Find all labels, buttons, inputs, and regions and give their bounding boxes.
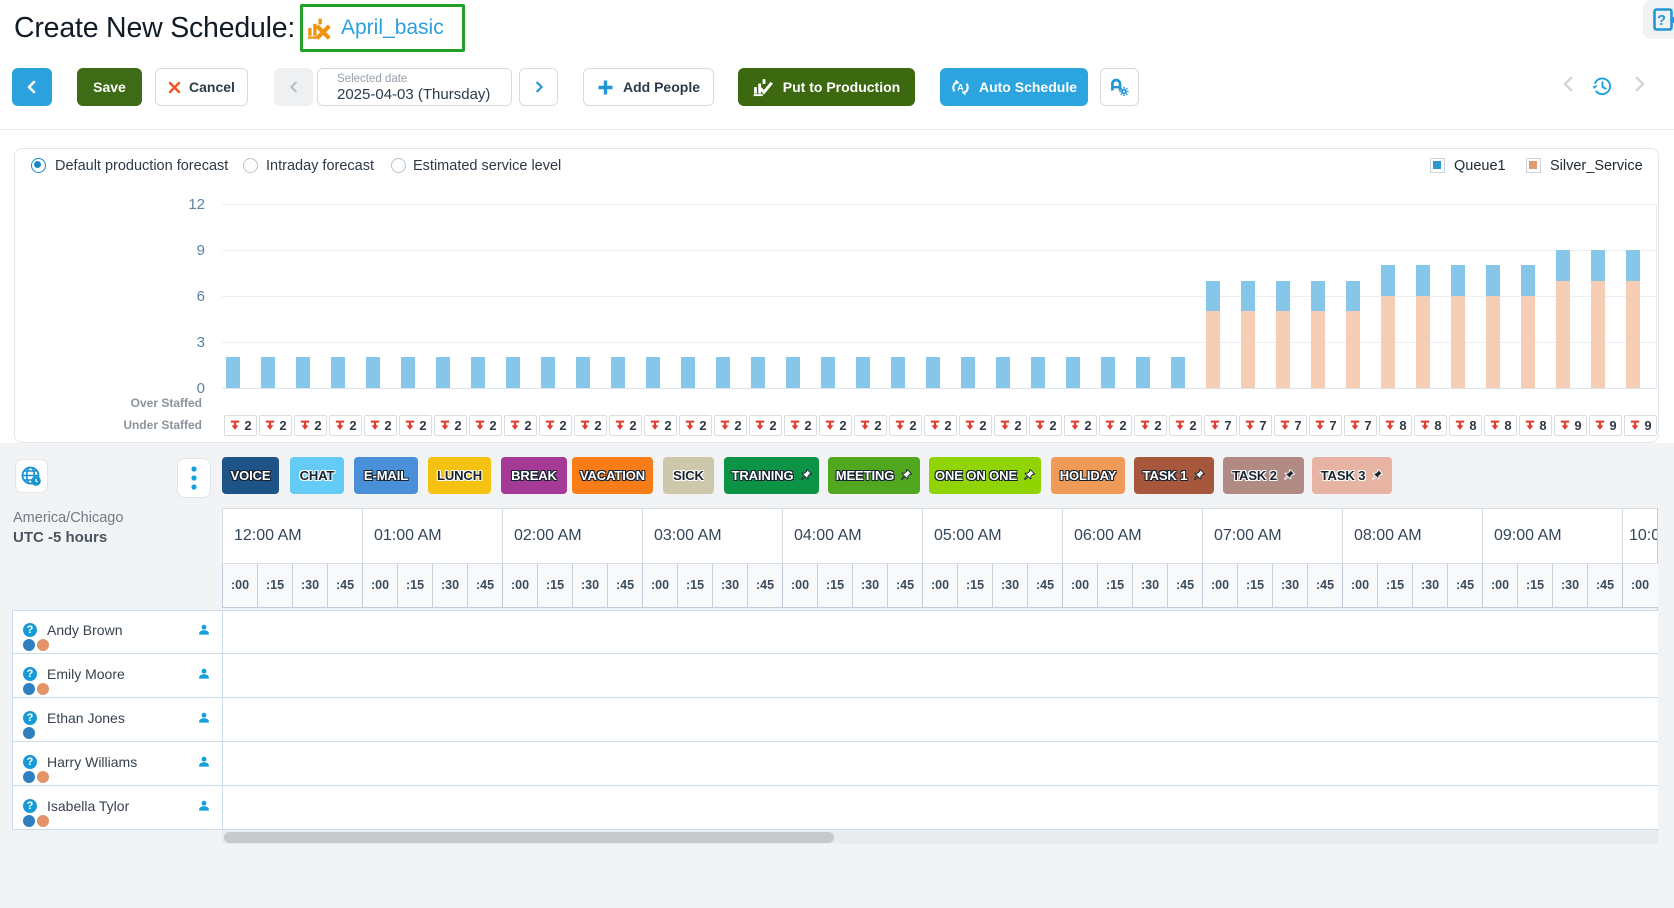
svg-text:?: ? bbox=[1657, 13, 1666, 29]
svg-text:A: A bbox=[957, 82, 964, 92]
